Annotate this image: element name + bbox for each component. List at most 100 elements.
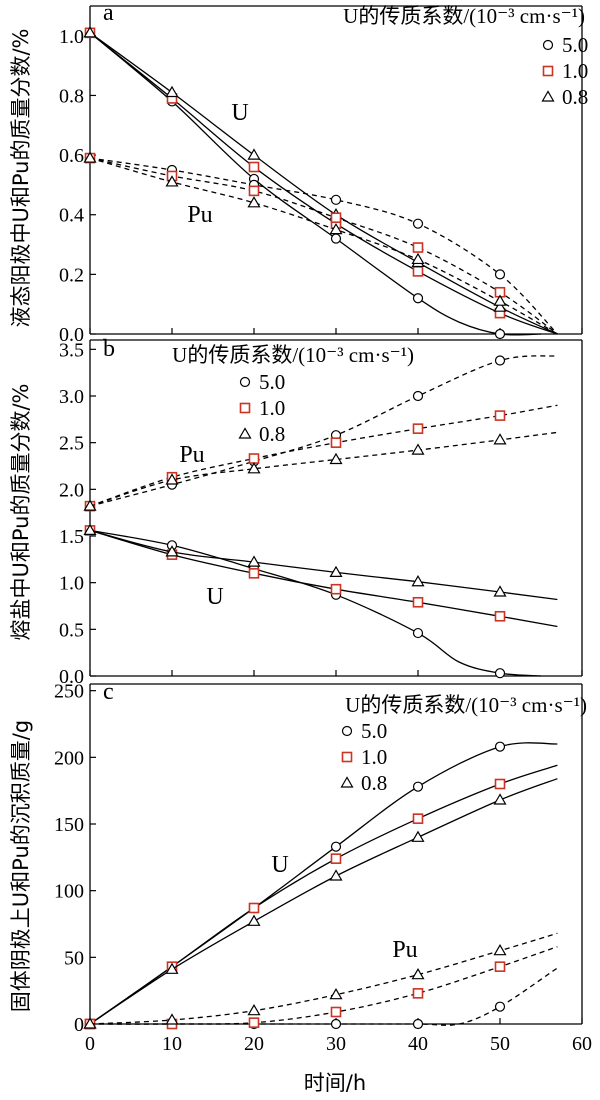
series-line-u-circle bbox=[89, 529, 542, 677]
data-point-u-triangle bbox=[247, 148, 261, 160]
data-point-u-square bbox=[412, 596, 424, 608]
y-tick-label: 0.4 bbox=[59, 205, 84, 227]
data-point-u-triangle bbox=[329, 869, 343, 881]
y-tick-label: 0.6 bbox=[59, 145, 84, 167]
legend-marker-circle bbox=[341, 725, 353, 737]
curve-group-label: Pu bbox=[179, 442, 204, 468]
data-point-u-triangle bbox=[411, 575, 425, 587]
data-point-pu-triangle bbox=[329, 452, 343, 465]
data-point-u-triangle bbox=[247, 555, 261, 567]
data-point-pu-triangle bbox=[247, 1003, 261, 1016]
data-point-u-triangle bbox=[83, 26, 97, 38]
data-point-pu-circle bbox=[494, 355, 506, 366]
legend-marker-triangle bbox=[340, 776, 354, 788]
y-tick-label: 2.0 bbox=[59, 479, 84, 501]
x-tick-label: 20 bbox=[244, 1033, 264, 1055]
data-point-pu-circle bbox=[330, 194, 342, 205]
y-tick-label: 1.0 bbox=[59, 26, 84, 48]
y-tick-label: 3.0 bbox=[59, 386, 84, 408]
data-point-pu-square bbox=[330, 212, 342, 224]
legend-marker-square bbox=[542, 65, 554, 77]
data-point-u-square bbox=[330, 583, 342, 595]
y-tick-label: 2.5 bbox=[59, 433, 84, 455]
series-line-u-circle bbox=[89, 742, 558, 1025]
legend-label: 1.0 bbox=[562, 59, 588, 83]
data-point-u-circle bbox=[330, 841, 342, 852]
data-point-u-square bbox=[494, 610, 506, 622]
series-line-u-square bbox=[89, 529, 558, 628]
data-point-u-triangle bbox=[83, 523, 97, 536]
data-point-pu-triangle bbox=[493, 294, 507, 306]
legend-marker-circle bbox=[542, 39, 554, 51]
x-tick-label: 30 bbox=[326, 1033, 346, 1055]
y-tick-label: 100 bbox=[54, 881, 84, 903]
data-point-u-triangle bbox=[493, 585, 507, 597]
legend-title: U的传质系数/(10⁻³ cm·s⁻¹) bbox=[345, 693, 587, 717]
legend-marker-circle bbox=[239, 376, 251, 388]
data-point-pu-triangle bbox=[83, 1017, 97, 1029]
series-line-pu-square bbox=[89, 404, 558, 507]
data-point-pu-circle bbox=[494, 1001, 506, 1012]
legend-label: 0.8 bbox=[259, 422, 285, 446]
data-point-u-square bbox=[412, 813, 424, 824]
y-tick-label: 250 bbox=[54, 681, 84, 703]
legend-label: 5.0 bbox=[562, 33, 588, 57]
y-tick-label: 0.8 bbox=[59, 85, 84, 107]
legend-label: 1.0 bbox=[259, 396, 285, 420]
y-tick-label: 0.5 bbox=[59, 619, 84, 641]
legend-title: U的传质系数/(10⁻³ cm·s⁻¹) bbox=[343, 4, 585, 28]
series-line-pu-triangle bbox=[89, 431, 558, 507]
data-point-pu-triangle bbox=[165, 175, 179, 187]
series-line-u-triangle bbox=[89, 32, 558, 335]
panel-c: 0 50 100 150 200 250 0 10 20 30 40 50 60 c U Pu U的传质系数/(… bbox=[54, 679, 592, 1055]
y-tick-label: 0.2 bbox=[59, 264, 84, 286]
data-point-pu-circle bbox=[412, 1018, 424, 1030]
data-point-pu-triangle bbox=[247, 196, 261, 208]
curve-group-label: U bbox=[206, 584, 223, 610]
legend-title: U的传质系数/(10⁻³ cm·s⁻¹) bbox=[172, 343, 414, 367]
data-point-pu-triangle bbox=[329, 222, 343, 235]
y-tick-label: 150 bbox=[54, 814, 84, 836]
panel-letter: a bbox=[103, 0, 114, 26]
legend-label: 0.8 bbox=[361, 771, 387, 795]
x-tick-label: 50 bbox=[490, 1033, 510, 1055]
x-axis-label: 时间/h bbox=[304, 1071, 366, 1095]
y-axis-label-c: 固体阴极上U和Pu的沉积质量/g bbox=[9, 720, 33, 1012]
data-point-u-triangle bbox=[329, 565, 343, 578]
curve-group-label: Pu bbox=[187, 202, 212, 228]
curve-group-label: U bbox=[271, 852, 288, 878]
data-point-u-circle bbox=[412, 293, 424, 304]
data-point-u-triangle bbox=[493, 793, 507, 805]
x-tick-label: 0 bbox=[85, 1033, 95, 1055]
data-point-pu-circle bbox=[330, 1018, 342, 1030]
data-point-u-circle bbox=[412, 781, 424, 792]
data-point-u-square bbox=[330, 853, 342, 864]
legend-label: 0.8 bbox=[562, 85, 588, 109]
y-tick-label: 200 bbox=[54, 747, 84, 769]
series-line-u-circle bbox=[89, 32, 542, 336]
data-point-pu-triangle bbox=[83, 499, 97, 511]
y-tick-label: 50 bbox=[64, 947, 84, 969]
data-point-pu-square bbox=[412, 988, 424, 999]
legend-marker-square bbox=[341, 751, 353, 763]
data-point-pu-square bbox=[412, 242, 424, 253]
x-tick-label: 10 bbox=[162, 1033, 182, 1055]
data-point-u-square bbox=[248, 902, 260, 914]
data-point-pu-square bbox=[494, 961, 506, 972]
y-tick-label: 3.5 bbox=[59, 339, 84, 361]
data-point-u-triangle bbox=[247, 914, 261, 926]
y-axis-label-a: 液态阳极中U和Pu的质量分数/% bbox=[9, 28, 33, 327]
data-point-pu-triangle bbox=[493, 943, 507, 956]
y-tick-label: 1.5 bbox=[59, 526, 84, 548]
x-tick-label: 60 bbox=[572, 1033, 592, 1055]
data-point-pu-square bbox=[248, 1017, 260, 1028]
series-line-u-square bbox=[89, 32, 558, 335]
data-point-pu-triangle bbox=[165, 1013, 179, 1025]
y-tick-label: 1.0 bbox=[59, 573, 84, 595]
data-point-pu-triangle bbox=[165, 473, 179, 485]
series-line-u-triangle bbox=[89, 529, 558, 601]
data-point-u-square bbox=[248, 568, 260, 579]
data-point-pu-circle bbox=[412, 218, 424, 229]
data-point-u-triangle bbox=[165, 545, 179, 557]
